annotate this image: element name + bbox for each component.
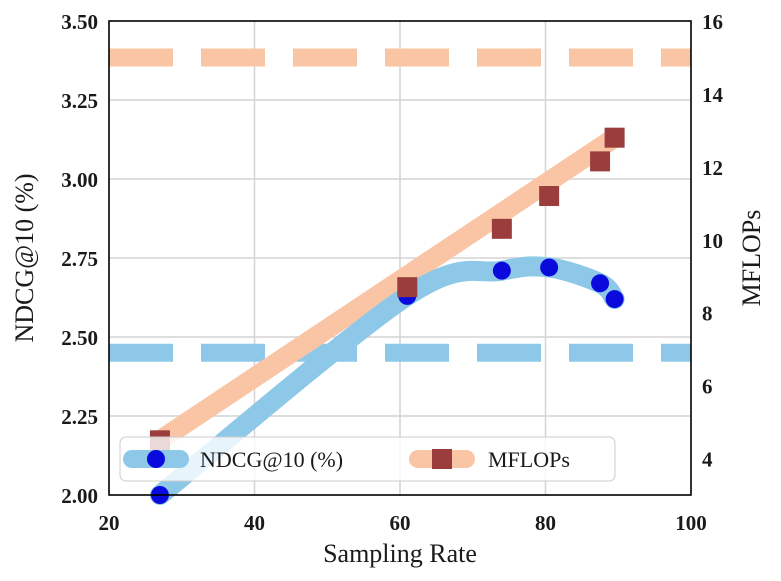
y-left-tick-label: 2.75: [61, 247, 98, 271]
mflops-point: [590, 151, 611, 172]
x-tick-label: 40: [244, 511, 265, 535]
y-right-tick-label: 10: [702, 229, 723, 253]
mflops-point: [539, 186, 560, 207]
x-tick-label: 100: [675, 511, 707, 535]
ndcg-point: [591, 274, 610, 293]
mflops-trend-line: [149, 127, 625, 451]
legend-box: [119, 436, 616, 482]
x-tick-label: 20: [99, 511, 120, 535]
legend-ndcg-marker: [147, 450, 165, 468]
mflops-point: [397, 277, 418, 298]
y-left-tick-label: 2.50: [61, 326, 98, 350]
legend-ndcg-label: NDCG@10 (%): [200, 447, 343, 472]
y-right-tick-label: 14: [702, 83, 724, 107]
y-right-tick-label: 4: [702, 448, 713, 472]
mflops-point: [604, 127, 625, 148]
y-left-tick-label: 2.00: [61, 484, 98, 508]
plot-frame: [108, 20, 692, 496]
ndcg-point: [605, 290, 624, 309]
y-right-tick-label: 8: [702, 302, 713, 326]
x-axis-title: Sampling Rate: [323, 539, 477, 568]
reference-lines: [109, 48, 691, 362]
y-axis-right-title: MFLOPs: [737, 210, 766, 307]
legend-mflops-marker: [432, 449, 452, 469]
mflops-point: [491, 218, 512, 239]
y-axis-left-title: NDCG@10 (%): [10, 173, 39, 342]
y-left-tick-label: 3.25: [61, 89, 98, 113]
y-right-tick-label: 16: [702, 10, 723, 34]
y-left-tick-label: 2.25: [61, 405, 98, 429]
y-right-tick-label: 12: [702, 156, 723, 180]
legend: NDCG@10 (%) MFLOPs: [119, 436, 616, 482]
series-layer: [149, 127, 625, 505]
y-left-tick-label: 3.00: [61, 168, 98, 192]
legend-mflops-label: MFLOPs: [488, 447, 570, 472]
ndcg-point: [540, 258, 559, 277]
ndcg-point: [492, 261, 511, 280]
y-left-tick-label: 3.50: [61, 10, 98, 34]
x-tick-label: 80: [535, 511, 556, 535]
y-right-tick-label: 6: [702, 375, 713, 399]
x-tick-label: 60: [390, 511, 411, 535]
tick-labels: 20 40 60 80 100 2.00 2.25 2.50 2.75 3.00 3.25 3.50 4…: [61, 10, 723, 535]
